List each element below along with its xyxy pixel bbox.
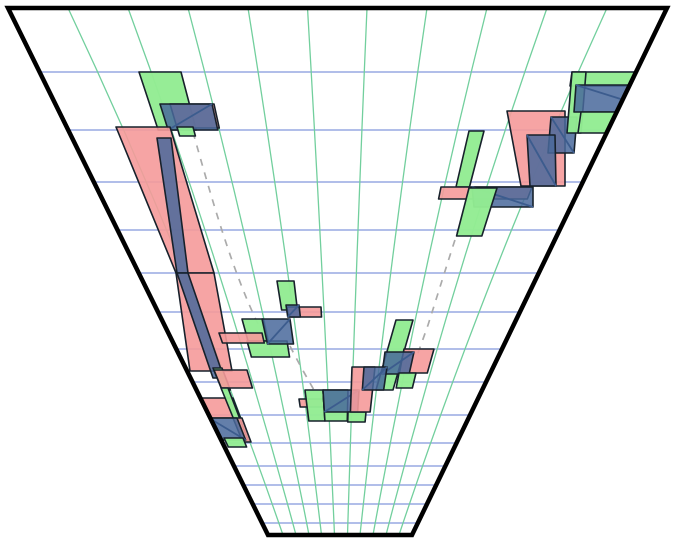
dashed-connector-right-gap <box>415 199 469 359</box>
block-diagonal-up <box>167 103 213 131</box>
block-a-green-sliver <box>176 126 197 137</box>
block-d-blue-upper <box>361 366 388 391</box>
red-block-quad <box>218 332 266 344</box>
green-block-quad <box>223 437 248 448</box>
block-d-green-c <box>346 411 367 423</box>
block-diagonal-up <box>381 351 415 375</box>
block-e-green-low <box>455 187 498 237</box>
funnel-border <box>4 5 671 538</box>
grid-line-vertical <box>359 8 428 535</box>
dashed-connector-left-lower-gap <box>289 345 315 391</box>
grid-line-vertical <box>346 8 368 535</box>
block-diagonal-down <box>526 134 557 187</box>
green-block-quad <box>176 126 197 137</box>
block-c2-blue <box>261 318 295 345</box>
funnel-content-layer <box>8 8 667 535</box>
block-lb-red-upper <box>213 369 254 389</box>
block-a-blue <box>159 103 219 131</box>
green-block-quad <box>455 187 498 237</box>
block-diagonal-up <box>361 366 388 391</box>
dashed-connector-layer <box>192 131 469 391</box>
block-d-green-lowright <box>395 372 417 389</box>
green-block-quad <box>395 372 417 389</box>
green-block-quad <box>455 130 485 188</box>
grid-line-vertical <box>187 8 310 535</box>
block-diagonal-up <box>266 318 291 345</box>
block-diagonal-down <box>550 116 575 154</box>
block-f-green-2 <box>577 111 663 134</box>
block-lb-green-bar <box>223 437 248 448</box>
grid-line-vertical <box>385 8 548 535</box>
grid-line-vertical <box>247 8 323 535</box>
red-block-quad <box>213 369 254 389</box>
block-e-green-thin <box>455 130 485 188</box>
green-block-quad <box>577 111 663 134</box>
block-diagonal-up <box>287 304 300 318</box>
block-c2-red-bar <box>218 332 266 344</box>
grid-line-vertical <box>372 8 488 535</box>
block-e-blue <box>526 134 557 187</box>
green-block-quad <box>304 389 326 422</box>
block-c1-blue <box>285 304 302 318</box>
block-d-green-a <box>304 389 326 422</box>
green-block-quad <box>346 411 367 423</box>
grid-line-vertical <box>306 8 336 535</box>
block-diagonal-down <box>208 417 247 441</box>
